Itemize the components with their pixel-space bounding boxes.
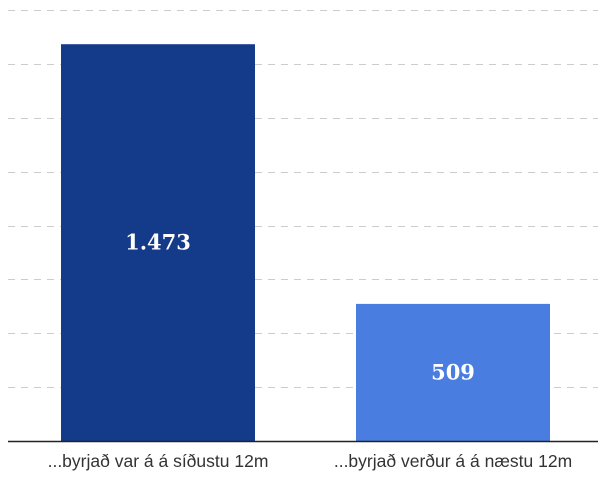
bars — [61, 44, 550, 441]
value-labels: 1.473 509 — [125, 230, 475, 385]
category-label-2: ...byrjað verður á á næstu 12m — [334, 451, 572, 471]
value-label-1: 1.473 — [125, 230, 191, 255]
bar-1 — [61, 44, 255, 441]
bar-2 — [356, 303, 550, 441]
category-labels: ...byrjað var á á síðustu 12m ...byrjað v… — [48, 451, 573, 471]
value-label-2: 509 — [431, 359, 475, 384]
category-label-1: ...byrjað var á á síðustu 12m — [48, 451, 269, 471]
